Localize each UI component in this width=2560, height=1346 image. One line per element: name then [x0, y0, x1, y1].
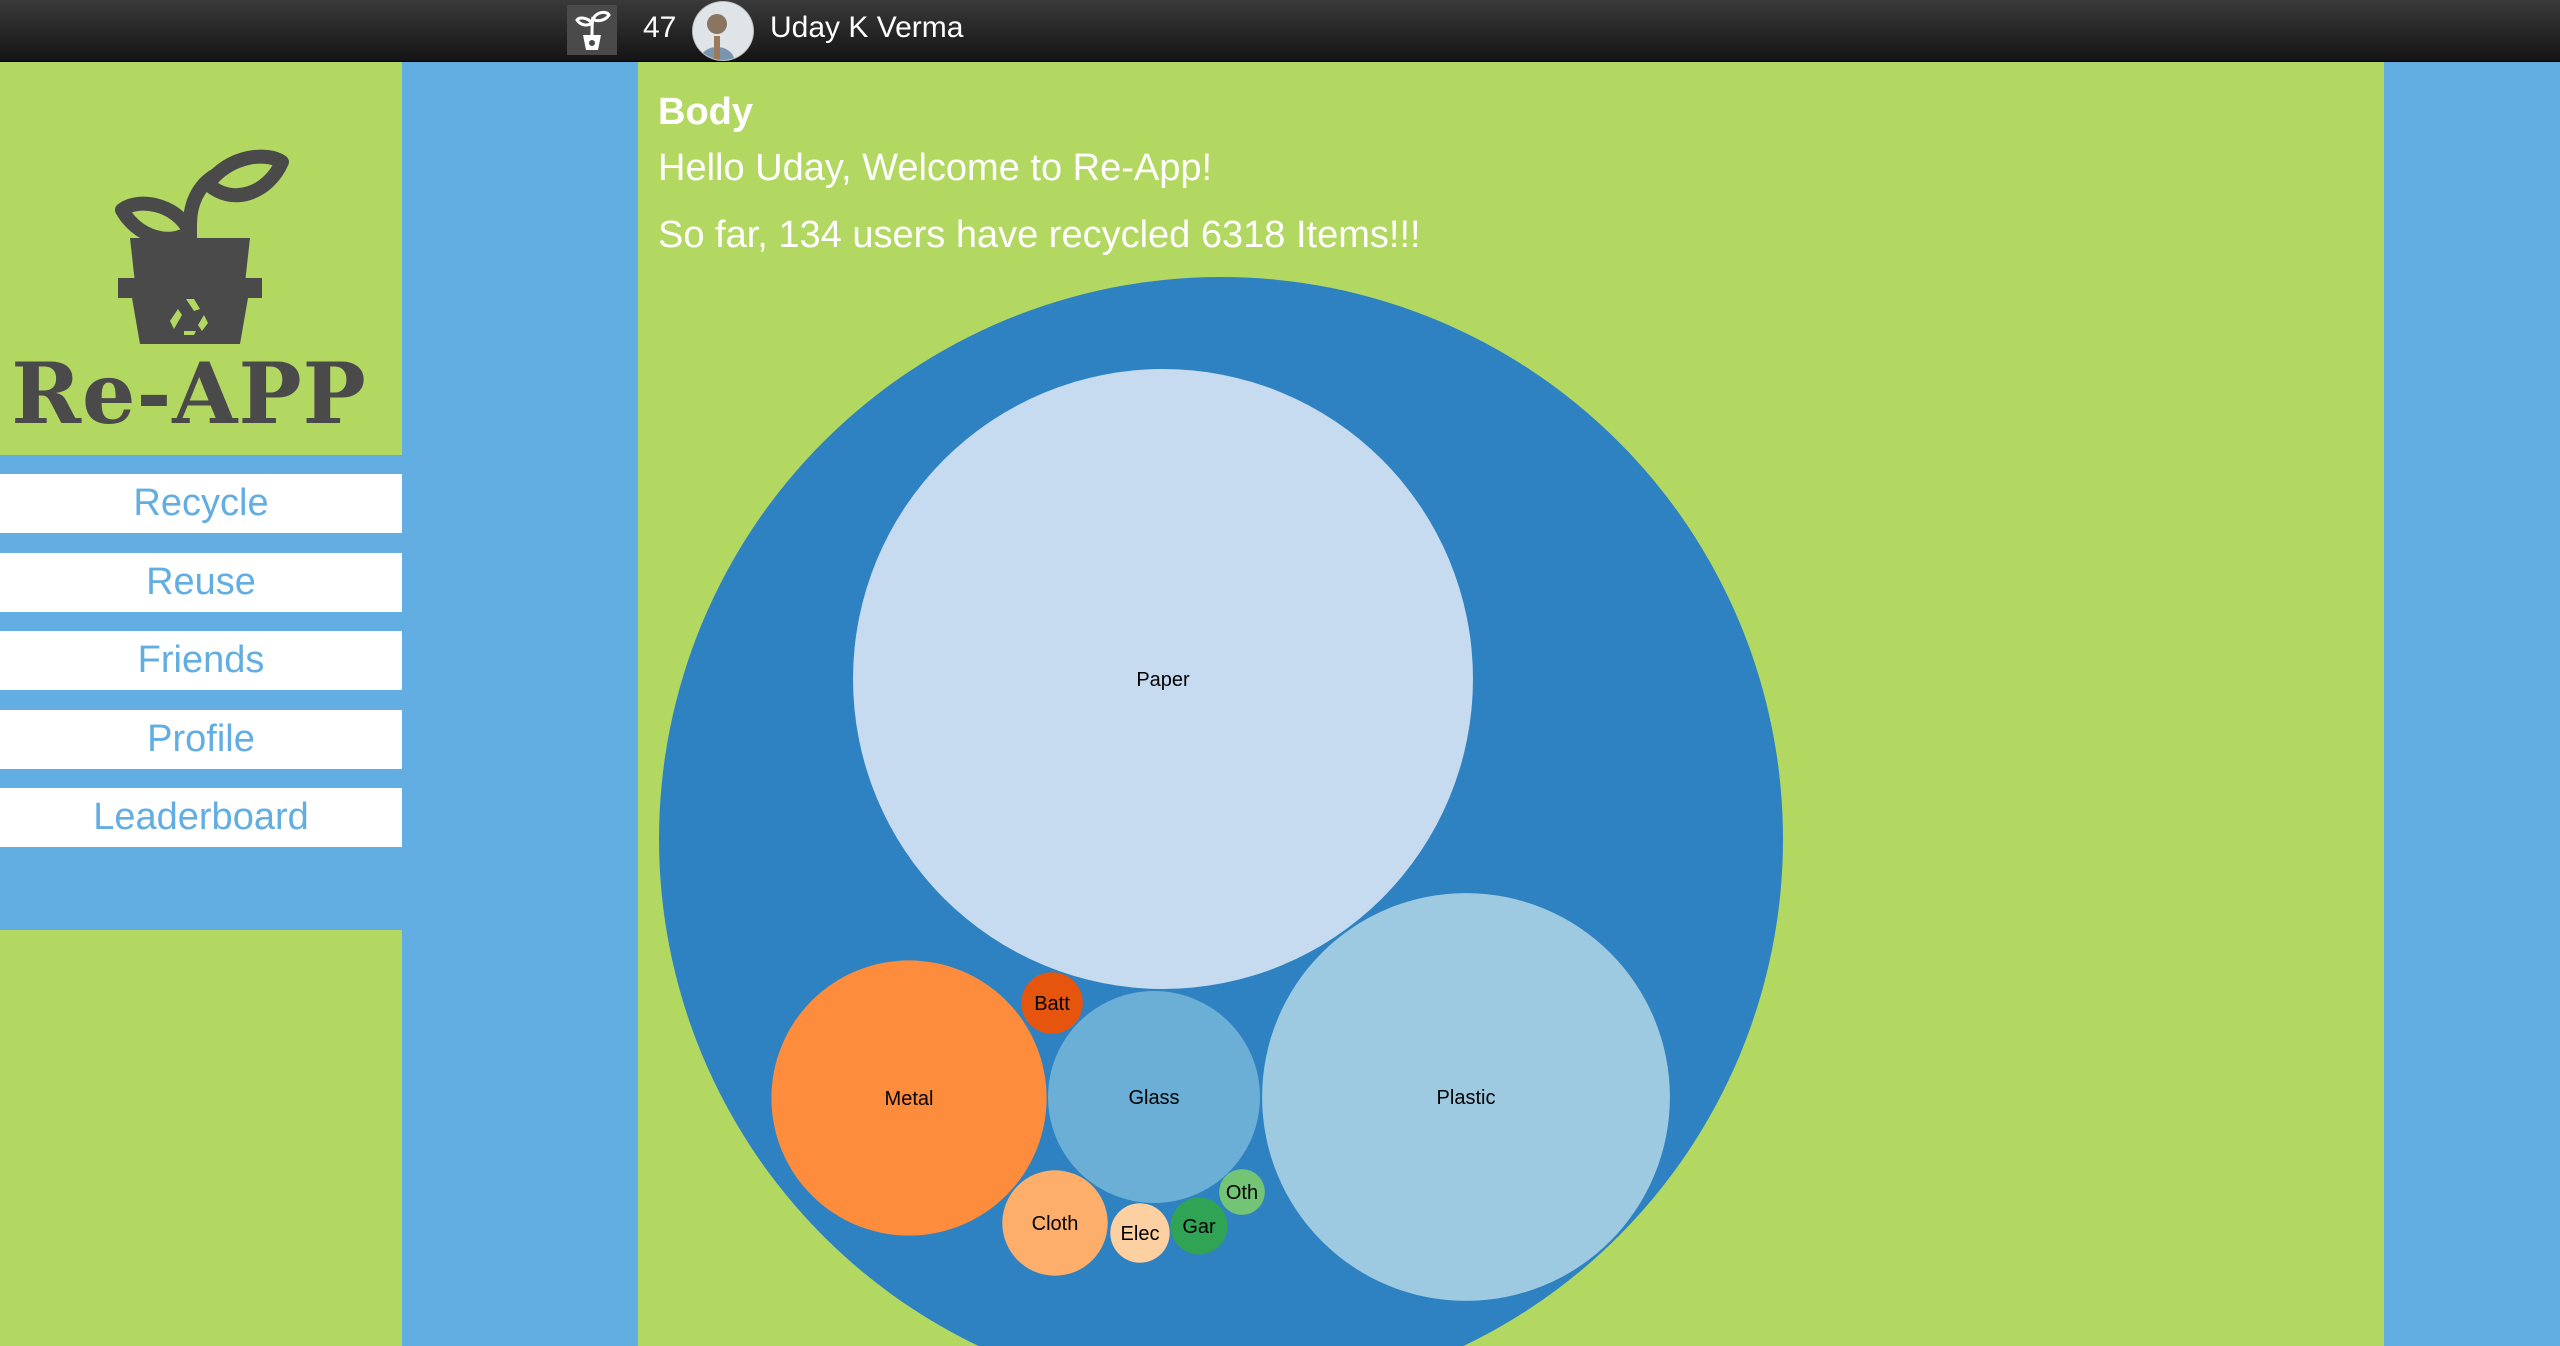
main-content: Paper Plastic Metal Glass Cloth Batt Gar Elec Ot…	[638, 62, 2384, 1346]
item-count: 6318	[1200, 214, 1286, 256]
user-name[interactable]: Uday K Verma	[770, 11, 964, 44]
bubble-circle-metal[interactable]	[771, 960, 1047, 1236]
recycle-count: 47	[643, 11, 677, 44]
sprout-recycle-icon[interactable]	[567, 5, 617, 55]
bubble-label-paper: Paper	[1136, 669, 1190, 691]
bubble-label-gar: Gar	[1182, 1216, 1216, 1238]
bubble-circle-glass[interactable]	[1048, 991, 1260, 1203]
nav-item-profile[interactable]: Profile	[0, 709, 402, 769]
summary-middle: users have recycled	[841, 214, 1201, 256]
app-brand-name: Re-APP	[11, 344, 367, 443]
user-avatar[interactable]	[692, 1, 754, 61]
bubble-circle-paper[interactable]	[853, 369, 1473, 989]
bubble-label-batt: Batt	[1034, 993, 1070, 1015]
bubble-label-plastic: Plastic	[1437, 1087, 1496, 1109]
bubble-circle-cloth[interactable]	[1002, 1170, 1108, 1276]
nav-item-leaderboard[interactable]: Leaderboard	[0, 788, 402, 847]
bubble-label-glass: Glass	[1128, 1087, 1179, 1109]
welcome-message: Hello Uday, Welcome to Re-App!	[658, 147, 1213, 189]
user-count: 134	[778, 214, 842, 256]
page-title: Body	[658, 91, 753, 133]
bubble-gar[interactable]: Gar	[1170, 1197, 1228, 1255]
nav-item-friends[interactable]: Friends	[0, 631, 402, 690]
bubble-circle-batt[interactable]	[1021, 972, 1083, 1034]
bubble-cloth[interactable]: Cloth	[1002, 1170, 1108, 1276]
bubble-glass[interactable]: Glass	[1048, 991, 1260, 1203]
sidebar-nav: Recycle Reuse Friends Profile Leaderboar…	[0, 455, 402, 930]
sidebar: Re-APP Recycle Reuse Friends Profile Lea…	[0, 62, 402, 1346]
bubble-label-metal: Metal	[885, 1088, 934, 1110]
bubble-plastic[interactable]: Plastic	[1262, 893, 1670, 1301]
summary-prefix: So far,	[658, 214, 779, 256]
bubble-label-cloth: Cloth	[1032, 1213, 1079, 1235]
bubble-label-oth: Oth	[1226, 1182, 1258, 1204]
recycling-summary: So far, 134 users have recycled 6318 Ite…	[658, 213, 1421, 257]
bubble-elec[interactable]: Elec	[1110, 1203, 1170, 1263]
bubble-metal[interactable]: Metal	[771, 960, 1047, 1236]
bubble-circle-plastic[interactable]	[1262, 893, 1670, 1301]
bubble-oth[interactable]: Oth	[1219, 1169, 1265, 1215]
bubble-label-elec: Elec	[1121, 1223, 1160, 1245]
bubble-circle-gar[interactable]	[1170, 1197, 1228, 1255]
bubble-circle-elec[interactable]	[1110, 1203, 1170, 1263]
bubble-batt[interactable]: Batt	[1021, 972, 1083, 1034]
nav-item-recycle[interactable]: Recycle	[0, 474, 402, 533]
nav-item-reuse[interactable]: Reuse	[0, 552, 402, 612]
summary-suffix: Items!!!	[1285, 214, 1421, 256]
top-bar: 47 Uday K Verma	[0, 0, 2560, 62]
bubble-paper[interactable]: Paper	[853, 369, 1473, 989]
sprout-pot-recycle-icon	[90, 114, 290, 344]
recycled-items-bubble-chart: Paper Plastic Metal Glass Cloth Batt Gar Elec Ot…	[659, 277, 1783, 1346]
bubble-circle-oth[interactable]	[1219, 1169, 1265, 1215]
